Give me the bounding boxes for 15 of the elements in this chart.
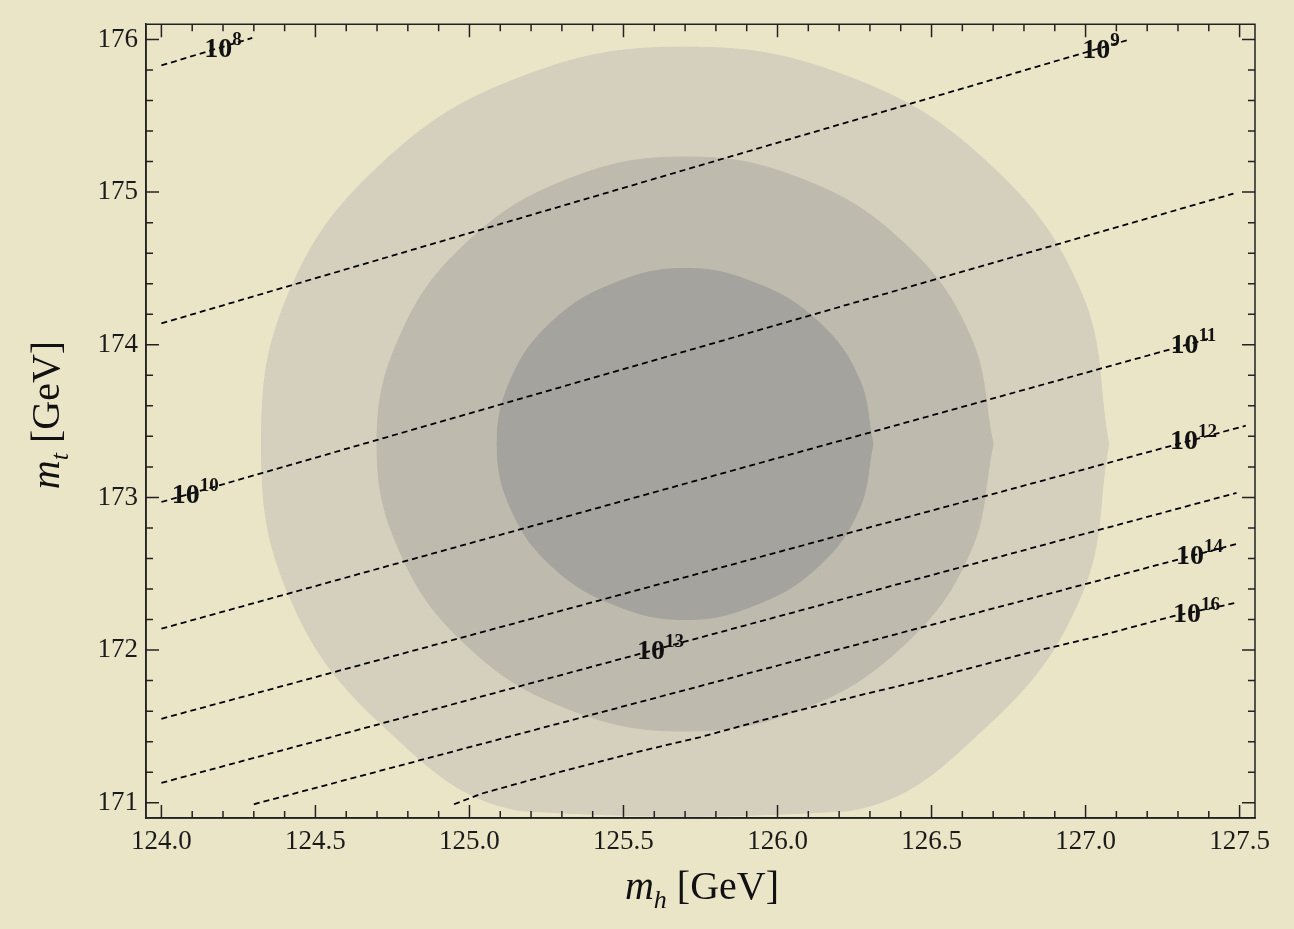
x-tick-label: 127.5 <box>1209 825 1270 856</box>
x-axis-title: m$_{h}$ [GeV] <box>623 862 781 915</box>
x-tick-label: 125.0 <box>439 825 500 856</box>
y-tick-label: 174 <box>97 327 139 358</box>
y-tick-label: 171 <box>97 785 138 816</box>
x-tick-label: 124.0 <box>131 825 192 856</box>
x-tick-label: 126.0 <box>747 825 808 856</box>
y-tick-label: 173 <box>97 480 138 511</box>
y-tick-label: 175 <box>97 175 138 206</box>
x-tick-label: 126.5 <box>901 825 962 856</box>
x-tick-label: 127.0 <box>1055 825 1116 856</box>
y-tick-label: 172 <box>97 633 138 664</box>
x-tick-label: 124.5 <box>285 825 346 856</box>
y-tick-label: 176 <box>97 22 138 53</box>
x-tick-label: 125.5 <box>593 825 654 856</box>
